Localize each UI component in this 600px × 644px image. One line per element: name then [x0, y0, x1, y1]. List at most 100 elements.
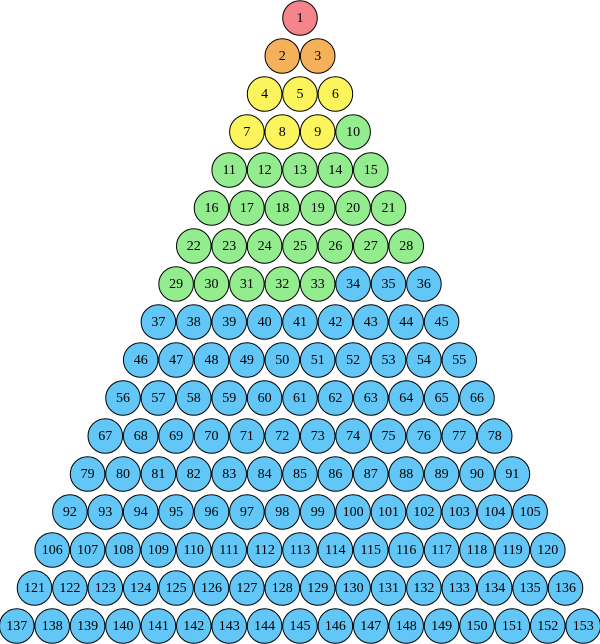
node-circle [441, 570, 478, 606]
node-label: 52 [346, 353, 360, 368]
node-label: 51 [311, 353, 325, 368]
node-label: 12 [258, 163, 272, 178]
node-circle [246, 532, 283, 568]
node-label: 53 [382, 353, 396, 368]
node-circle [282, 228, 318, 264]
number-node: 70 [193, 418, 230, 454]
number-node: 149 [423, 608, 460, 644]
node-circle [246, 456, 283, 492]
node-circle [52, 570, 88, 606]
node-label: 73 [311, 429, 325, 444]
node-label: 75 [382, 429, 396, 444]
node-label: 16 [205, 201, 219, 216]
node-label: 40 [258, 315, 272, 330]
node-circle [264, 38, 301, 74]
number-node: 120 [530, 532, 566, 568]
node-circle [122, 342, 159, 378]
number-node: 96 [193, 494, 230, 530]
number-node: 18 [264, 190, 301, 226]
number-node: 106 [34, 532, 70, 568]
node-label: 1 [297, 11, 304, 26]
node-circle [158, 494, 194, 530]
node-circle [246, 380, 283, 416]
number-node: 153 [565, 608, 600, 644]
node-circle [193, 418, 230, 454]
node-label: 82 [187, 467, 201, 482]
node-circle [388, 380, 425, 416]
node-circle [282, 380, 318, 416]
node-circle [317, 456, 354, 492]
number-node: 80 [105, 456, 141, 492]
number-node: 45 [423, 304, 460, 340]
node-circle [211, 456, 247, 492]
node-circle [158, 418, 194, 454]
node-circle [246, 608, 283, 644]
number-node: 4 [246, 76, 283, 112]
number-node: 92 [52, 494, 88, 530]
number-node: 148 [388, 608, 425, 644]
node-label: 145 [290, 619, 311, 634]
node-label: 81 [151, 467, 165, 482]
node-label: 98 [275, 505, 289, 520]
number-node: 29 [158, 266, 194, 302]
node-label: 90 [470, 467, 484, 482]
number-node: 28 [388, 228, 425, 264]
node-circle [211, 152, 247, 188]
node-label: 44 [399, 315, 413, 330]
node-label: 38 [187, 315, 201, 330]
number-node: 143 [211, 608, 247, 644]
number-node: 60 [246, 380, 283, 416]
node-circle [140, 380, 177, 416]
number-node: 101 [370, 494, 407, 530]
node-label: 131 [378, 581, 399, 596]
node-label: 150 [467, 619, 488, 634]
node-label: 45 [435, 315, 449, 330]
number-node: 30 [193, 266, 230, 302]
number-node: 113 [282, 532, 318, 568]
node-label: 55 [452, 353, 466, 368]
number-node: 140 [105, 608, 141, 644]
node-label: 91 [505, 467, 519, 482]
node-circle [512, 494, 548, 530]
node-circle [388, 608, 425, 644]
node-circle [122, 570, 159, 606]
number-node: 110 [176, 532, 212, 568]
node-label: 115 [361, 543, 381, 558]
node-label: 43 [364, 315, 378, 330]
node-circle [264, 266, 301, 302]
node-label: 118 [467, 543, 487, 558]
node-label: 37 [151, 315, 165, 330]
number-node: 122 [52, 570, 88, 606]
node-circle [176, 456, 212, 492]
node-label: 6 [332, 87, 339, 102]
node-circle [406, 494, 442, 530]
number-node: 31 [229, 266, 265, 302]
node-label: 153 [573, 619, 594, 634]
node-circle [246, 76, 283, 112]
node-circle [264, 494, 301, 530]
node-label: 65 [435, 391, 449, 406]
node-circle [530, 608, 566, 644]
node-circle [264, 418, 301, 454]
node-circle [229, 494, 265, 530]
number-node: 41 [282, 304, 318, 340]
node-label: 103 [449, 505, 470, 520]
node-label: 144 [254, 619, 275, 634]
number-node: 11 [211, 152, 247, 188]
node-label: 67 [98, 429, 112, 444]
node-circle [423, 532, 460, 568]
node-label: 137 [6, 619, 27, 634]
node-circle [476, 570, 513, 606]
node-label: 28 [399, 239, 413, 254]
number-node: 43 [353, 304, 389, 340]
node-circle [565, 608, 600, 644]
node-label: 89 [435, 467, 449, 482]
node-label: 29 [169, 277, 183, 292]
number-node: 94 [122, 494, 159, 530]
node-label: 60 [258, 391, 272, 406]
node-circle [0, 608, 35, 644]
number-node: 117 [423, 532, 460, 568]
node-label: 112 [254, 543, 274, 558]
node-circle [158, 342, 194, 378]
